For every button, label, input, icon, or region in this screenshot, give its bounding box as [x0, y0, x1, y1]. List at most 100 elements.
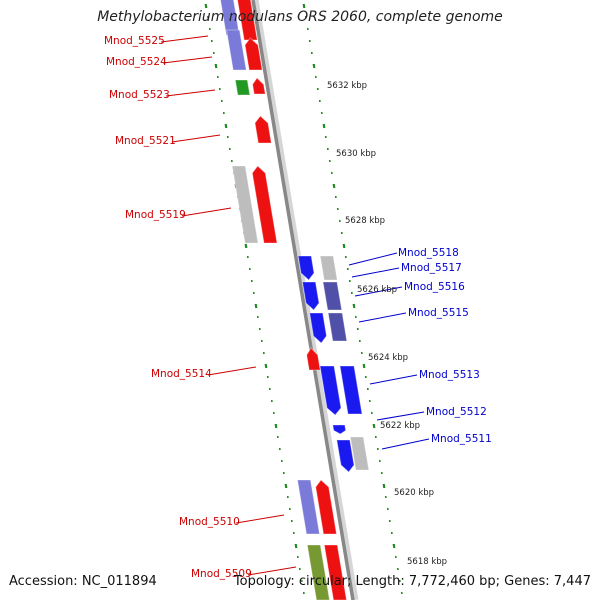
gene-block-22 [297, 480, 320, 534]
gene-block-15 [309, 313, 327, 343]
leader-line [348, 252, 398, 266]
tick-mark [274, 423, 278, 429]
leader-line [358, 312, 407, 323]
gene-block-1 [220, 0, 240, 35]
tick-dots [204, 3, 403, 595]
tick-mark [284, 483, 288, 489]
gene-block-3-outline [237, 0, 258, 41]
tick-mark [302, 3, 306, 9]
tick-mark [372, 423, 376, 429]
gene-block-10-outline [306, 347, 321, 371]
gene-block-19 [332, 425, 346, 434]
gene-label-forward[interactable]: Mnod_5521 [115, 135, 176, 147]
leader-line [351, 267, 400, 278]
gene-block-5 [235, 80, 250, 95]
gene-label-reverse[interactable]: Mnod_5517 [401, 262, 462, 274]
gene-label-reverse[interactable]: Mnod_5513 [419, 369, 480, 381]
label-leaders [160, 35, 430, 576]
tick-mark [294, 543, 298, 549]
gene-label-reverse[interactable]: Mnod_5518 [398, 247, 459, 259]
gene-block-20-outline [336, 439, 355, 473]
gene-block-14 [323, 282, 342, 310]
gene-block-9 [252, 166, 277, 243]
gene-block-4 [245, 38, 263, 70]
leader-line [165, 89, 216, 97]
gene-block-11-outline [297, 255, 315, 281]
gene-block-18 [340, 366, 362, 414]
gene-block-5-outline [234, 79, 251, 96]
tick-mark [204, 3, 208, 9]
tick-mark [342, 243, 346, 249]
gene-label-forward[interactable]: Mnod_5523 [109, 89, 170, 101]
gene-label-forward[interactable]: Mnod_5525 [104, 35, 165, 47]
gene-block-2-outline [225, 29, 247, 71]
tick-mark [264, 363, 268, 369]
scale-label: 5618 kbp [407, 557, 447, 567]
backbone-line [251, 0, 355, 600]
gene-block-7 [255, 116, 272, 143]
gene-block-4-outline [244, 37, 263, 71]
genome-title: Methylobacterium nodulans ORS 2060, comp… [97, 9, 503, 25]
gene-label-reverse[interactable]: Mnod_5512 [426, 406, 487, 418]
tick-mark [244, 243, 248, 249]
gene-block-3 [237, 0, 258, 40]
leader-line [381, 438, 430, 450]
gene-block-16 [328, 313, 347, 341]
leader-line [162, 56, 213, 64]
scale-label: 5632 kbp [327, 81, 367, 91]
gene-block-22-outline [296, 479, 321, 535]
gene-block-21-outline [349, 436, 370, 471]
gene-label-forward[interactable]: Mnod_5509 [191, 568, 252, 580]
topology-text: Topology: circular; Length: 7,772,460 bp… [233, 574, 591, 589]
leader-line [207, 366, 257, 376]
gene-label-reverse[interactable]: Mnod_5516 [404, 281, 465, 293]
tick-mark [224, 123, 228, 129]
gene-label-forward[interactable]: Mnod_5519 [125, 209, 186, 221]
leader-line [160, 35, 209, 43]
gene-block-25-outline [323, 544, 348, 600]
gene-block-8-outline [231, 165, 259, 244]
gene-label-forward[interactable]: Mnod_5514 [151, 368, 212, 380]
gene-block-13-outline [301, 281, 320, 311]
backbone [251, 0, 359, 600]
gene-block-2 [226, 30, 247, 70]
tick-mark [254, 303, 258, 309]
scale-label: 5628 kbp [345, 216, 385, 226]
gene-block-24-outline [306, 544, 331, 600]
gene-features [220, 0, 370, 600]
gene-block-23-outline [315, 479, 338, 535]
gene-block-17 [320, 366, 341, 415]
gene-label-forward[interactable]: Mnod_5524 [106, 56, 167, 68]
gene-block-6-outline [252, 77, 266, 95]
gene-labels: 5632 kbp 5630 kbp 5628 kbp 5626 kbp 5624 kbp… [104, 35, 492, 580]
gene-label-reverse[interactable]: Mnod_5511 [431, 433, 492, 445]
leader-line [376, 411, 425, 421]
gene-block-24 [307, 545, 330, 600]
tick-mark [214, 63, 218, 69]
tick-mark [382, 483, 386, 489]
tick-mark [322, 123, 326, 129]
gene-block-7-outline [254, 115, 272, 144]
gene-block-12 [320, 256, 338, 280]
leader-line [181, 207, 232, 217]
leader-line [369, 374, 418, 385]
scale-label: 5626 kbp [357, 285, 397, 295]
scale-label: 5630 kbp [336, 149, 376, 159]
gene-block-23 [315, 480, 337, 534]
scale-label: 5624 kbp [368, 353, 408, 363]
tick-mark [332, 183, 336, 189]
gene-block-25 [324, 545, 347, 600]
leader-line [235, 514, 285, 524]
gene-block-16-outline [327, 312, 348, 342]
gene-block-8 [232, 166, 258, 243]
gene-block-11 [298, 256, 314, 280]
gene-label-reverse[interactable]: Mnod_5515 [408, 307, 469, 319]
scale-label: 5622 kbp [380, 421, 420, 431]
backbone-shadow [251, 0, 359, 600]
tick-mark [362, 363, 366, 369]
gene-block-14-outline [322, 281, 343, 311]
gene-label-forward[interactable]: Mnod_5510 [179, 516, 240, 528]
gene-block-12-outline [319, 255, 338, 281]
accession-text: Accession: NC_011894 [9, 574, 157, 589]
gene-block-18-outline [339, 365, 363, 415]
